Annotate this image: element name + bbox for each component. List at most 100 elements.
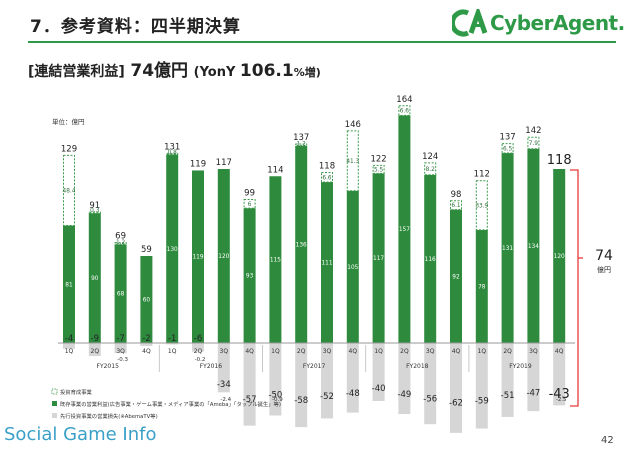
- investment-value-label: 41.3: [346, 159, 359, 165]
- subtitle-label: [連結営業利益]: [28, 64, 125, 80]
- total-label: 122: [370, 154, 386, 164]
- investment-value-label: 6.6: [400, 109, 410, 115]
- investment-bar: [475, 180, 488, 231]
- quarter-tick-label: 1Q: [374, 348, 383, 355]
- investment-value-label: 6.6: [322, 175, 332, 181]
- investment-value-label: 6.5: [503, 146, 513, 152]
- slide-title: 7．参考資料：四半期決算: [30, 17, 241, 37]
- investment-bar: [295, 143, 308, 147]
- fiscal-year-label: FY2018: [406, 363, 429, 370]
- total-label: 119: [190, 159, 206, 169]
- total-label: 99: [244, 188, 255, 198]
- quarter-tick-label: 2Q: [400, 348, 409, 355]
- existing-bar: [114, 244, 127, 343]
- investment-value-label: 33.9: [475, 203, 488, 209]
- investment-value-label: 1.2: [116, 240, 126, 246]
- loss-bar: [372, 343, 385, 401]
- existing-value-label: 92: [452, 274, 460, 280]
- investment-value-label: 0.3: [90, 208, 100, 214]
- existing-bar: [450, 209, 462, 343]
- loss-label: -34: [217, 380, 231, 390]
- quarter-tick-label: 3Q: [323, 348, 332, 355]
- fiscal-year-label: FY2015: [97, 363, 120, 370]
- small-loss-label: -2.5: [556, 397, 567, 403]
- total-label: 98: [451, 190, 462, 200]
- investment-bar: [424, 162, 437, 176]
- title-divider: [28, 41, 616, 43]
- existing-bar: [398, 115, 411, 343]
- investment-value-label: 6.1: [451, 203, 461, 209]
- legend-existing-label: 既存事業の営業利益(広告事業・ゲーム事業・メディア事業の「Ameba」「タップル…: [60, 400, 281, 408]
- loss-label: -40: [372, 384, 386, 394]
- quarter-tick-label: 2Q: [297, 348, 306, 355]
- quarter-tick-label: 1Q: [271, 348, 280, 355]
- existing-value-label: 120: [218, 254, 229, 260]
- existing-value-label: 115: [270, 258, 281, 264]
- loss-bar: [527, 343, 540, 412]
- existing-value-label: 117: [373, 256, 384, 262]
- existing-bar: [553, 169, 566, 343]
- existing-value-label: 78: [478, 284, 486, 290]
- quarter-tick-label: 3Q: [426, 348, 435, 355]
- existing-bar: [88, 212, 101, 343]
- loss-label: -58: [294, 396, 308, 406]
- investment-bar: [450, 200, 462, 211]
- total-label: 118: [319, 161, 335, 171]
- total-label: 114: [267, 165, 283, 175]
- total-label: 137: [293, 133, 309, 143]
- investment-value-label: 7.9: [529, 141, 539, 147]
- small-loss-label: -0.3: [117, 357, 128, 363]
- loss-label: -49: [397, 390, 411, 400]
- quarter-tick-label: 1Q: [168, 348, 177, 355]
- subtitle-yony-open: (YonY: [193, 65, 240, 80]
- loss-label: -62: [449, 398, 463, 408]
- existing-bar: [295, 145, 308, 343]
- existing-value-label: 105: [347, 265, 358, 271]
- logo-text: CyberAgent.: [490, 11, 625, 35]
- total-label: 137: [499, 133, 515, 143]
- loss-label: -6: [194, 334, 202, 344]
- loss-bar: [88, 343, 101, 357]
- loss-bar: [114, 343, 127, 354]
- annotation-value: 74: [595, 248, 613, 264]
- loss-label: -50: [268, 391, 282, 401]
- loss-label: -47: [526, 389, 540, 399]
- total-label: 146: [345, 120, 361, 130]
- quarter-tick-label: 1Q: [65, 348, 74, 355]
- loss-label: -59: [475, 397, 489, 407]
- annotation: 74億円: [570, 169, 613, 407]
- existing-value-label: 68: [117, 292, 125, 298]
- existing-value-label: 111: [321, 261, 332, 267]
- loss-bar: [217, 343, 230, 393]
- loss-bar: [166, 343, 179, 345]
- x-axis: 1Q 2Q 3Q 4Q 1Q 2Q 3Q 4Q 1Q 2Q 3Q 4Q 1Q 2Q 3Q 4Q 1Q 2Q 3Q 4Q…: [58, 342, 575, 372]
- small-loss-label: -0.2: [195, 357, 206, 363]
- existing-value-label: 60: [143, 298, 151, 304]
- loss-bar: [243, 343, 256, 426]
- quarter-tick-label: 2Q: [91, 348, 100, 355]
- loss-bar: [553, 343, 566, 406]
- loss-bar: [140, 343, 153, 346]
- loss-bar: [398, 343, 411, 415]
- existing-value-label: 136: [296, 242, 307, 248]
- existing-value-label: 116: [425, 257, 436, 263]
- total-label: 91: [89, 201, 100, 211]
- loss-label: -9: [91, 334, 99, 344]
- small-loss-label: -2.4: [220, 397, 231, 403]
- total-label: 112: [474, 170, 490, 180]
- loss-label: -43: [549, 387, 570, 402]
- loss-bar: [269, 343, 282, 416]
- total-label: 69: [115, 232, 126, 242]
- loss-bar: [295, 343, 308, 428]
- loss-label: -2: [142, 334, 150, 344]
- loss-bar: [346, 343, 359, 413]
- existing-bar: [166, 154, 179, 343]
- existing-bar: [243, 208, 256, 343]
- loss-bar: [475, 343, 488, 429]
- cyberagent-logo-icon: [449, 5, 488, 37]
- total-label: 124: [422, 152, 438, 162]
- existing-value-label: 130: [167, 247, 178, 253]
- annotation-bracket: [570, 169, 579, 407]
- quarter-tick-label: 4Q: [245, 348, 254, 355]
